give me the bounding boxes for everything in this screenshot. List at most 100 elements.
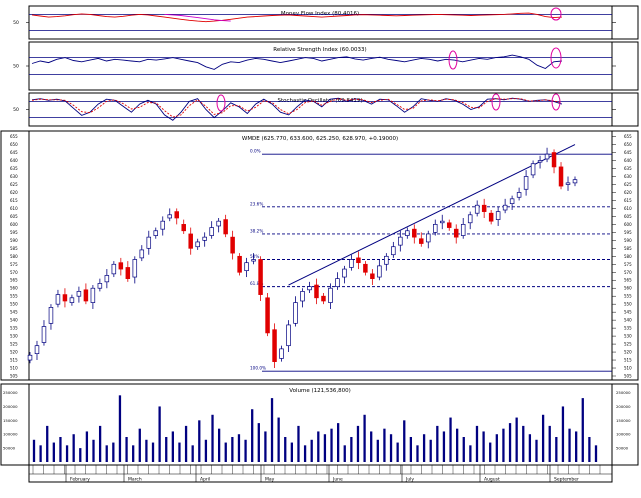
price-left-tick-24: 625 xyxy=(10,182,18,187)
volume-bar-23 xyxy=(184,425,188,462)
volume-bar-54 xyxy=(389,434,393,462)
volume-bar-76 xyxy=(535,439,538,462)
price-left-tick-23: 620 xyxy=(10,190,18,195)
candle-body-35 xyxy=(272,329,277,362)
candle-body-33 xyxy=(258,259,263,295)
volume-bar-0 xyxy=(32,439,36,462)
price-right-tick-12: 565 xyxy=(624,278,632,283)
volume-bar-51 xyxy=(370,431,373,462)
volume-bar-73 xyxy=(515,417,518,462)
price-left-tick-11: 560 xyxy=(10,286,18,291)
candle-body-20 xyxy=(167,214,172,219)
candle-body-16 xyxy=(139,249,145,259)
volume-bar-27 xyxy=(211,414,214,462)
volume-bar-25 xyxy=(198,420,201,462)
price-left-tick-9: 550 xyxy=(10,302,18,307)
price-left-tick-10: 555 xyxy=(10,294,18,299)
candle-body-52 xyxy=(391,246,396,256)
stoch-tick-label-0: 50 xyxy=(13,107,19,113)
price-left-tick-18: 595 xyxy=(10,230,18,235)
price-left-tick-12: 565 xyxy=(10,278,18,283)
price-right-tick-6: 535 xyxy=(624,326,632,331)
price-left-tick-0: 505 xyxy=(10,374,18,379)
candle-body-55 xyxy=(412,228,417,238)
mfi-frame xyxy=(28,5,613,40)
volume-bar-82 xyxy=(575,431,578,462)
price-left-tick-26: 635 xyxy=(10,166,18,171)
candle-body-69 xyxy=(509,198,515,204)
price-left-tick-16: 585 xyxy=(10,246,18,251)
volume-bar-71 xyxy=(502,428,505,462)
price-right-tick-20: 605 xyxy=(624,214,632,219)
candle-body-28 xyxy=(223,219,228,235)
price-right-tick-10: 555 xyxy=(624,294,632,299)
candle-body-67 xyxy=(495,211,501,220)
volume-bar-28 xyxy=(217,428,221,462)
candle-body-22 xyxy=(181,224,186,232)
volume-bar-81 xyxy=(568,428,571,462)
candle-body-31 xyxy=(244,262,249,272)
volume-bar-6 xyxy=(72,434,75,462)
volume-bar-35 xyxy=(264,431,267,462)
volume-bar-36 xyxy=(270,398,274,462)
price-right-tick-3: 520 xyxy=(624,350,632,355)
price-right-tick-9: 550 xyxy=(624,302,632,307)
volume-bar-63 xyxy=(449,417,452,462)
volume-bar-26 xyxy=(204,439,208,462)
candle-body-76 xyxy=(558,166,564,187)
candle-body-58 xyxy=(433,224,438,233)
rsi-frame xyxy=(28,41,613,91)
volume-bar-84 xyxy=(588,437,591,462)
volume-bar-17 xyxy=(145,439,148,462)
price-left-tick-5: 530 xyxy=(10,334,18,339)
volume-bar-5 xyxy=(65,445,69,462)
price-right-tick-21: 610 xyxy=(624,206,632,211)
candle-body-44 xyxy=(335,278,340,287)
stoch-highlight-ellipse-3 xyxy=(551,93,561,111)
candle-body-12 xyxy=(111,263,117,275)
rsi-title: Relative Strength Index (60.0033) xyxy=(273,47,366,53)
price-left-tick-27: 640 xyxy=(10,158,18,163)
price-left-tick-20: 605 xyxy=(10,214,18,219)
price-trendline xyxy=(288,144,576,286)
volume-bar-8 xyxy=(85,431,89,462)
volume-bar-34 xyxy=(257,423,260,462)
candle-body-21 xyxy=(174,211,179,219)
month-label-february: February xyxy=(70,477,90,483)
candle-body-50 xyxy=(377,265,382,278)
month-label-march: March xyxy=(128,477,142,483)
volume-bar-68 xyxy=(482,431,485,462)
price-axis-box xyxy=(611,130,639,381)
price-right-tick-25: 630 xyxy=(624,174,632,179)
price-left-tick-8: 545 xyxy=(10,310,18,315)
price-right-tick-13: 570 xyxy=(624,270,632,275)
candle-body-64 xyxy=(474,204,480,214)
candle-body-42 xyxy=(321,295,326,302)
stoch-series--d xyxy=(31,98,563,118)
candle-body-17 xyxy=(146,236,152,249)
price-left-tick-7: 540 xyxy=(10,318,18,323)
volume-bar-77 xyxy=(541,414,545,462)
volume-bar-30 xyxy=(231,437,234,462)
candle-body-24 xyxy=(195,241,200,248)
rsi-tick-label-0: 50 xyxy=(13,64,19,70)
price-left-tick-21: 610 xyxy=(10,206,18,211)
candle-body-13 xyxy=(118,262,124,270)
price-right-tick-18: 595 xyxy=(624,230,632,235)
volume-bar-60 xyxy=(429,439,432,462)
volume-right-tick-3: 200000 xyxy=(616,404,631,409)
candle-body-77 xyxy=(565,182,571,185)
stoch-highlight-ellipse-1 xyxy=(216,94,226,112)
candle-body-57 xyxy=(426,233,431,243)
candle-body-70 xyxy=(516,192,522,198)
fib-label-0: 0.0% xyxy=(250,149,261,154)
volume-bar-53 xyxy=(383,428,386,462)
candle-body-48 xyxy=(363,263,368,273)
volume-right-tick-0: 50000 xyxy=(616,446,629,451)
month-label-july: July xyxy=(405,477,414,483)
volume-axis-box xyxy=(611,383,639,466)
volume-bar-33 xyxy=(251,409,254,462)
volume-bar-47 xyxy=(343,445,346,462)
price-left-tick-1: 510 xyxy=(10,366,18,371)
